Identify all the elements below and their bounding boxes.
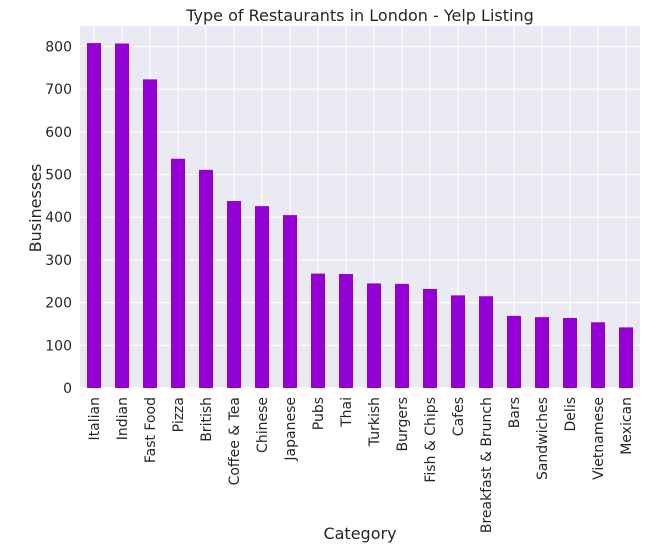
bar xyxy=(171,158,185,388)
bar xyxy=(423,288,437,388)
y-tick-label: 700 xyxy=(45,82,72,98)
y-tick-label: 100 xyxy=(45,338,72,354)
x-tick-label: Indian xyxy=(115,397,131,440)
bar xyxy=(227,201,241,388)
bar xyxy=(535,317,549,388)
x-tick-labels: Italian Indian Fast Food Pizza British Coffee… xyxy=(87,397,635,533)
y-axis-label: Businesses xyxy=(26,164,45,253)
x-axis-label: Category xyxy=(323,524,396,543)
x-tick-label: Mexican xyxy=(619,397,635,455)
bar xyxy=(283,215,297,388)
bar xyxy=(199,169,213,388)
y-tick-label: 300 xyxy=(45,253,72,269)
x-tick-label: Vietnamese xyxy=(591,397,607,480)
bar xyxy=(367,283,381,388)
bar xyxy=(591,322,605,388)
x-tick-label: Japanese xyxy=(283,397,299,462)
x-tick-label: British xyxy=(199,397,215,442)
x-tick-label: Pubs xyxy=(311,397,327,430)
x-tick-label: Cafes xyxy=(451,397,467,436)
y-tick-label: 600 xyxy=(45,125,72,141)
x-tick-label: Fast Food xyxy=(143,397,159,463)
y-tick-label: 500 xyxy=(45,168,72,184)
bar xyxy=(143,79,157,389)
x-tick-label: Sandwiches xyxy=(535,397,551,480)
bar xyxy=(87,43,101,388)
x-tick-label: Coffee & Tea xyxy=(227,397,243,485)
bar xyxy=(451,295,465,388)
y-tick-label: 800 xyxy=(45,39,72,55)
y-tick-label: 0 xyxy=(63,381,72,397)
x-tick-label: Pizza xyxy=(171,397,187,432)
bar xyxy=(311,273,325,388)
x-tick-label: Fish & Chips xyxy=(423,397,439,483)
bars xyxy=(87,43,633,389)
bar xyxy=(115,43,129,389)
y-tick-labels: 0 100 200 300 400 500 600 700 800 xyxy=(45,39,72,397)
x-tick-label: Turkish xyxy=(367,397,383,447)
bar xyxy=(339,274,353,388)
bar xyxy=(619,327,633,388)
bar xyxy=(563,317,577,388)
x-tick-label: Breakfast & Brunch xyxy=(479,397,495,533)
y-tick-label: 400 xyxy=(45,210,72,226)
chart-title: Type of Restaurants in London - Yelp Lis… xyxy=(185,6,534,25)
y-tick-label: 200 xyxy=(45,296,72,312)
x-tick-label: Bars xyxy=(507,397,523,428)
bar xyxy=(255,206,269,388)
plot-area xyxy=(80,26,640,388)
bar xyxy=(507,315,521,388)
bar xyxy=(395,283,409,388)
x-tick-label: Chinese xyxy=(255,397,271,453)
x-tick-label: Burgers xyxy=(395,397,411,452)
x-tick-label: Italian xyxy=(87,397,103,440)
bar xyxy=(479,296,493,388)
x-tick-label: Delis xyxy=(563,397,579,431)
x-tick-label: Thai xyxy=(339,397,355,428)
